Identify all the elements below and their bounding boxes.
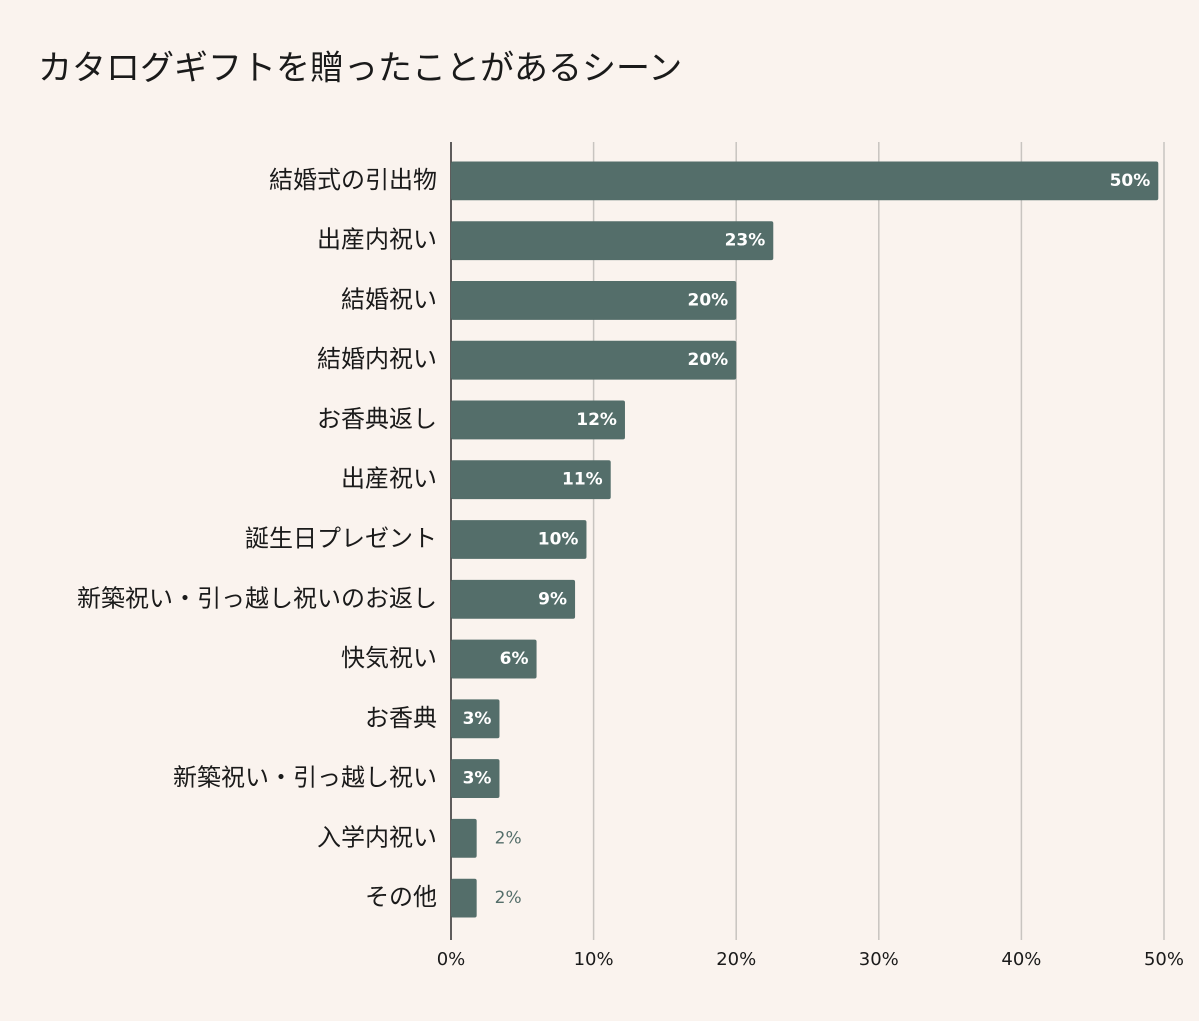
value-label: 10% [538, 530, 579, 550]
y-tick-label: 結婚祝い [341, 285, 437, 313]
x-tick-label: 10% [574, 949, 614, 970]
bar [451, 639, 537, 679]
y-tick-label: お香典 [365, 704, 437, 732]
value-label: 2% [495, 828, 522, 848]
value-label: 23% [725, 231, 766, 251]
y-tick-label: 快気祝い [341, 644, 437, 672]
bar [451, 818, 477, 858]
value-label: 50% [1110, 171, 1151, 191]
bar [451, 221, 774, 261]
value-label: 6% [500, 649, 529, 669]
y-tick-label: お香典返し [317, 405, 437, 433]
y-tick-label: 出産祝い [341, 465, 437, 493]
value-label: 3% [463, 709, 492, 729]
y-tick-label: 新築祝い・引っ越し祝い [173, 764, 437, 792]
x-tick-label: 20% [716, 949, 756, 970]
value-label: 3% [463, 769, 492, 789]
value-label: 2% [495, 888, 522, 908]
value-label: 11% [562, 470, 603, 490]
y-tick-label: 入学内祝い [317, 823, 437, 851]
x-tick-label: 40% [1001, 949, 1041, 970]
bar [451, 400, 625, 440]
x-tick-label: 50% [1144, 949, 1184, 970]
value-label: 12% [576, 410, 617, 430]
y-tick-label: 結婚内祝い [317, 345, 437, 373]
bar [451, 699, 500, 739]
value-label: 20% [687, 290, 728, 310]
y-tick-label: その他 [365, 883, 437, 911]
bar [451, 280, 737, 320]
y-tick-label: 結婚式の引出物 [269, 166, 437, 194]
x-tick-label: 0% [437, 949, 466, 970]
value-label: 9% [538, 589, 567, 609]
value-label: 20% [687, 350, 728, 370]
bar [451, 520, 587, 559]
bar [451, 340, 737, 380]
bar [451, 161, 1159, 201]
x-tick-label: 30% [859, 949, 899, 970]
y-tick-label: 誕生日プレゼント [245, 525, 437, 553]
bar [451, 759, 500, 799]
bar [451, 460, 611, 500]
y-tick-label: 新築祝い・引っ越し祝いのお返し [77, 584, 437, 612]
bar [451, 579, 576, 619]
chart-title: カタログギフトを贈ったことがあるシーン [38, 49, 682, 89]
y-tick-label: 出産内祝い [317, 226, 437, 254]
bar [451, 878, 477, 918]
